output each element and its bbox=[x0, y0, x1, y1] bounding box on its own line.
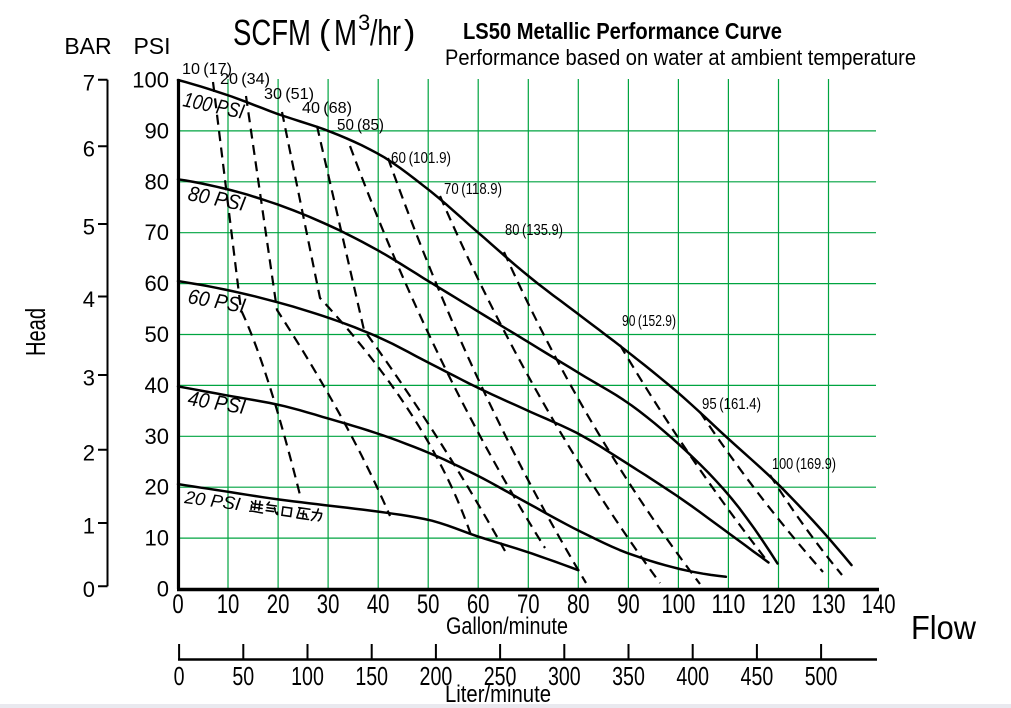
svg-text:110: 110 bbox=[711, 589, 745, 619]
svg-text:Performance based on water at: Performance based on water at ambient te… bbox=[445, 45, 916, 70]
svg-text:40: 40 bbox=[367, 589, 390, 619]
svg-text:70 (118.9): 70 (118.9) bbox=[444, 181, 502, 198]
svg-text:PSI: PSI bbox=[133, 33, 170, 59]
svg-text:6: 6 bbox=[83, 137, 95, 162]
svg-text:10 (17): 10 (17) bbox=[182, 61, 232, 78]
svg-text:500: 500 bbox=[805, 661, 838, 691]
svg-text:100 (169.9): 100 (169.9) bbox=[772, 456, 836, 473]
svg-text:Head: Head bbox=[20, 308, 51, 356]
svg-text:200: 200 bbox=[420, 661, 453, 691]
svg-text:50: 50 bbox=[417, 589, 440, 619]
svg-text:300: 300 bbox=[548, 661, 581, 691]
svg-text:30 (51): 30 (51) bbox=[264, 86, 314, 103]
svg-text:Flow: Flow bbox=[911, 609, 976, 646]
svg-text:0: 0 bbox=[83, 577, 95, 602]
svg-text:20: 20 bbox=[267, 589, 290, 619]
svg-text:30: 30 bbox=[145, 424, 169, 449]
svg-text:20 (34): 20 (34) bbox=[220, 71, 270, 88]
svg-text:100: 100 bbox=[132, 68, 169, 93]
svg-text:0: 0 bbox=[172, 589, 183, 619]
svg-text:40 (68): 40 (68) bbox=[302, 100, 352, 117]
svg-text:20: 20 bbox=[145, 475, 169, 500]
svg-text:BAR: BAR bbox=[64, 33, 111, 59]
svg-text:0: 0 bbox=[157, 577, 169, 602]
svg-text:90: 90 bbox=[145, 118, 169, 143]
svg-text:): ) bbox=[404, 14, 415, 52]
svg-text:50: 50 bbox=[232, 661, 254, 691]
svg-text:/hr: /hr bbox=[370, 12, 401, 53]
svg-text:150: 150 bbox=[355, 661, 388, 691]
svg-text:350: 350 bbox=[612, 661, 645, 691]
svg-text:60: 60 bbox=[145, 271, 169, 296]
svg-text:(: ( bbox=[319, 14, 331, 52]
svg-text:130: 130 bbox=[812, 589, 846, 619]
svg-text:450: 450 bbox=[741, 661, 774, 691]
svg-text:40: 40 bbox=[145, 373, 169, 398]
svg-text:100: 100 bbox=[661, 589, 695, 619]
svg-text:1: 1 bbox=[83, 514, 95, 539]
svg-text:80: 80 bbox=[567, 589, 590, 619]
svg-text:60 (101.9): 60 (101.9) bbox=[391, 150, 451, 167]
svg-text:2: 2 bbox=[83, 440, 95, 465]
svg-text:90 (152.9): 90 (152.9) bbox=[622, 313, 676, 330]
svg-text:10: 10 bbox=[145, 526, 169, 551]
svg-text:4: 4 bbox=[83, 287, 95, 312]
svg-text:80 (135.9): 80 (135.9) bbox=[505, 222, 563, 239]
svg-text:30: 30 bbox=[317, 589, 340, 619]
svg-text:10: 10 bbox=[217, 589, 240, 619]
svg-text:3: 3 bbox=[358, 10, 370, 35]
svg-text:3: 3 bbox=[83, 366, 95, 391]
svg-text:100: 100 bbox=[291, 661, 324, 691]
svg-text:70: 70 bbox=[517, 589, 540, 619]
svg-text:Liter/minute: Liter/minute bbox=[445, 681, 551, 708]
svg-text:Gallon/minute: Gallon/minute bbox=[446, 613, 568, 640]
svg-text:140: 140 bbox=[862, 589, 896, 619]
svg-text:80: 80 bbox=[145, 169, 169, 194]
svg-text:50 (85): 50 (85) bbox=[337, 117, 384, 134]
svg-text:7: 7 bbox=[83, 70, 95, 95]
svg-text:90: 90 bbox=[617, 589, 640, 619]
svg-text:5: 5 bbox=[83, 215, 95, 240]
svg-text:50: 50 bbox=[145, 322, 169, 347]
svg-text:70: 70 bbox=[145, 220, 169, 245]
svg-text:95 (161.4): 95 (161.4) bbox=[702, 396, 761, 413]
svg-text:120: 120 bbox=[762, 589, 796, 619]
svg-text:400: 400 bbox=[676, 661, 709, 691]
svg-text:250: 250 bbox=[484, 661, 517, 691]
svg-text:M: M bbox=[334, 12, 357, 53]
svg-text:SCFM: SCFM bbox=[233, 12, 311, 53]
svg-text:LS50 Metallic Performance Curv: LS50 Metallic Performance Curve bbox=[463, 18, 782, 44]
svg-text:60: 60 bbox=[467, 589, 490, 619]
svg-text:0: 0 bbox=[174, 661, 185, 691]
